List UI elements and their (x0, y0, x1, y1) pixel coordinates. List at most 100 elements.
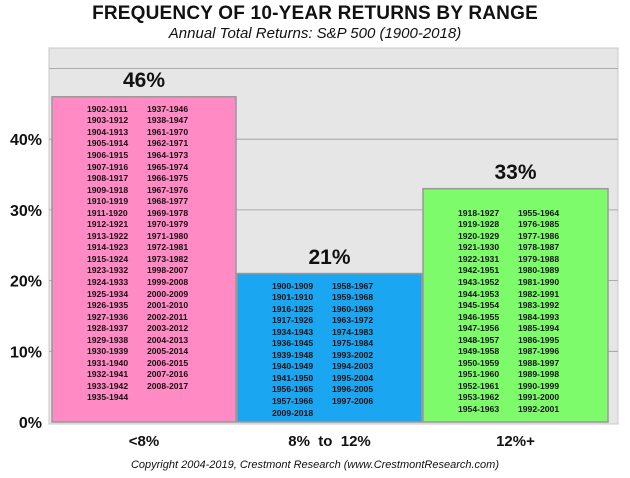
period-label: 2003-2012 (147, 323, 189, 334)
period-label: 1933-1942 (87, 380, 129, 391)
period-label: 1962-1971 (147, 138, 189, 149)
period-label: 2000-2009 (147, 288, 189, 299)
period-label: 1968-1977 (147, 196, 189, 207)
period-label: 1939-1948 (272, 349, 314, 360)
period-label: 1935-1944 (87, 392, 129, 403)
bar-value-label: 46% (122, 68, 166, 92)
period-label: 1901-1910 (272, 292, 314, 303)
period-label: 1981-1990 (518, 276, 560, 287)
period-label: 1930-1939 (87, 346, 129, 357)
period-label: 2006-2015 (147, 357, 189, 368)
period-label: 1903-1912 (87, 115, 129, 126)
period-label: 1926-1935 (87, 300, 129, 311)
period-label: 1967-1976 (147, 184, 189, 195)
period-label: 1974-1983 (332, 326, 374, 337)
x-category-label: 8% to 12% (288, 433, 371, 450)
period-label: 1915-1924 (87, 253, 129, 264)
period-label: 1978-1987 (518, 242, 560, 253)
period-label: 1928-1937 (87, 323, 129, 334)
period-label: 1986-1995 (518, 334, 560, 345)
period-label: 1944-1953 (458, 288, 500, 299)
period-label: 1914-1923 (87, 242, 129, 253)
period-label: 1972-1981 (147, 242, 189, 253)
period-column: 1918-1927 1919-1928 1920-1929 1921-1930 1922… (458, 208, 499, 416)
period-label: 1908-1917 (87, 173, 129, 184)
period-label: 1921-1930 (458, 242, 500, 253)
period-label: 1911-1920 (87, 207, 128, 218)
y-tick-label: 0% (19, 415, 42, 432)
period-label: 1960-1969 (332, 303, 374, 314)
period-label: 1910-1919 (87, 196, 129, 207)
period-label: 1925-1934 (87, 288, 129, 299)
period-label: 1990-1999 (518, 380, 560, 391)
period-label: 1971-1980 (147, 230, 189, 241)
period-label: 1918-1927 (458, 207, 500, 218)
period-label: 1996-2005 (332, 384, 374, 395)
period-label: 1950-1959 (458, 357, 500, 368)
period-label: 1947-1956 (458, 323, 500, 334)
period-column: 1955-1964 1976-1985 1977-1986 1978-1987 1979… (518, 208, 559, 416)
period-label: 1907-1916 (87, 161, 129, 172)
period-column: 1900-1909 1901-1910 1916-1925 1917-1926 1934… (272, 281, 313, 420)
period-label: 1961-1970 (147, 126, 189, 137)
period-label: 1936-1945 (272, 338, 314, 349)
period-label: 1946-1955 (458, 311, 500, 322)
period-label: 1940-1949 (272, 361, 314, 372)
period-label: 1957-1966 (272, 395, 314, 406)
bar-value-label: 21% (308, 245, 351, 269)
period-label: 1955-1964 (518, 207, 560, 218)
period-label: 1980-1989 (518, 265, 560, 276)
period-label: 1948-1957 (458, 334, 500, 345)
period-label: 1965-1974 (147, 161, 189, 172)
period-label: 1983-1992 (518, 300, 560, 311)
period-label: 1988-1997 (518, 357, 560, 368)
period-label: 1975-1984 (332, 338, 374, 349)
period-label: 1912-1921 (87, 219, 129, 230)
period-label: 1982-1991 (518, 288, 560, 299)
period-label: 1958-1967 (332, 280, 374, 291)
period-label: 1977-1986 (518, 230, 560, 241)
period-label: 2009-2018 (272, 407, 314, 418)
period-column: 1937-1946 1938-1947 1961-1970 1962-1971 1964… (147, 104, 188, 393)
x-category-label: 12%+ (496, 433, 535, 450)
period-label: 1997-2006 (332, 395, 374, 406)
period-label: 1904-1913 (87, 126, 129, 137)
period-label: 1979-1988 (518, 253, 560, 264)
y-tick-label: 20% (10, 274, 42, 291)
bar-value-label: 33% (494, 160, 537, 184)
period-label: 1998-2007 (147, 265, 189, 276)
period-label: 1917-1926 (272, 315, 314, 326)
period-label: 1969-1978 (147, 207, 189, 218)
bar (51, 96, 237, 423)
period-label: 1993-2002 (332, 349, 374, 360)
period-label: 1985-1994 (518, 323, 560, 334)
period-label: 1992-2001 (518, 403, 560, 414)
period-label: 1966-1975 (147, 173, 189, 184)
period-label: 2008-2017 (147, 380, 189, 391)
period-label: 1970-1979 (147, 219, 189, 230)
period-label: 1987-1996 (518, 346, 560, 357)
period-label: 1929-1938 (87, 334, 129, 345)
period-label: 1937-1946 (147, 103, 189, 114)
period-label: 1945-1954 (458, 300, 500, 311)
period-label: 1943-1952 (458, 276, 500, 287)
chart-title: FREQUENCY OF 10-YEAR RETURNS BY RANGE (92, 3, 538, 24)
x-category-label: <8% (129, 433, 159, 450)
period-label: 1916-1925 (272, 303, 314, 314)
period-label: 2007-2016 (147, 369, 189, 380)
period-label: 1989-1998 (518, 369, 560, 380)
period-label: 1952-1961 (458, 380, 500, 391)
period-label: 1924-1933 (87, 276, 129, 287)
period-label: 1909-1918 (87, 184, 129, 195)
y-tick-label: 10% (10, 344, 42, 361)
period-label: 1905-1914 (87, 138, 129, 149)
period-label: 1999-2008 (147, 276, 189, 287)
period-label: 1953-1962 (458, 392, 500, 403)
period-label: 1959-1968 (332, 292, 374, 303)
period-label: 1976-1985 (518, 219, 560, 230)
period-label: 1932-1941 (87, 369, 129, 380)
period-label: 1922-1931 (458, 253, 500, 264)
period-label: 1963-1972 (332, 315, 374, 326)
period-column: 1902-1911 1903-1912 1904-1913 1905-1914 1906… (87, 104, 128, 404)
